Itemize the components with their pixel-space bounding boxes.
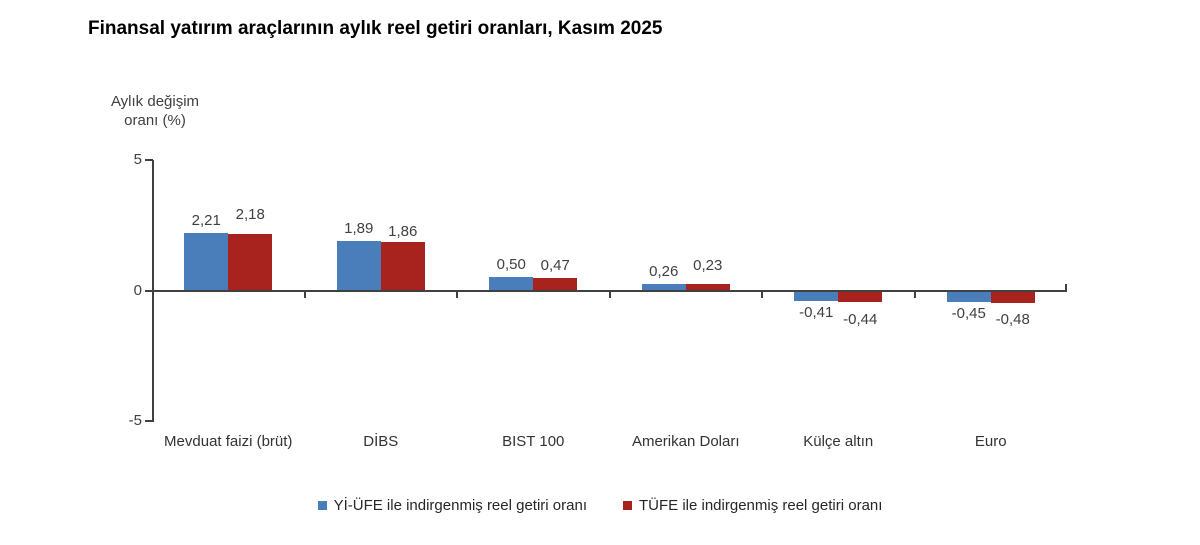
bar [990,290,1035,304]
chart-title: Finansal yatırım araçlarının aylık reel … [88,18,663,39]
bar-value-label: 1,86 [388,222,418,240]
bar [380,241,425,291]
category-label: Mevduat faizi (brüt) [164,433,293,450]
legend-swatch-icon [623,501,632,510]
category-label: Külçe altın [803,433,874,450]
bar-value-label: 2,21 [191,211,221,229]
bar-value-label: 1,89 [344,220,374,238]
x-axis-tick [914,291,916,298]
category-label: Euro [974,433,1007,450]
bar [641,283,686,291]
bar [794,290,839,302]
bar-value-label: -0,48 [995,311,1030,329]
bar-value-label: 0,23 [693,257,723,275]
x-axis-tick [609,291,611,298]
category-label: Amerikan Doları [631,433,740,450]
y-axis-tick [145,290,153,292]
bar-value-label: -0,41 [799,304,834,322]
bar-value-label: -0,44 [843,310,878,328]
legend-item: Yİ-ÜFE ile indirgenmiş reel getiri oranı [317,497,587,514]
y-axis-tick [145,159,153,161]
x-axis-end-tick [1065,284,1067,291]
x-axis-tick [304,291,306,298]
bar [228,233,273,291]
bar-value-label: 0,47 [540,257,570,275]
category-label: BIST 100 [502,433,565,450]
y-tick-label: 0 [133,282,142,299]
bar-value-label: 2,18 [235,205,265,223]
x-axis-tick [761,291,763,298]
bar [946,290,991,303]
bar [184,232,229,291]
legend-label: Yİ-ÜFE ile indirgenmiş reel getiri oranı [333,497,587,514]
bar [533,278,578,291]
legend-label: TÜFE ile indirgenmiş reel getiri oranı [639,497,883,514]
bar [838,290,883,302]
bar-value-label: 0,50 [496,256,526,274]
legend-swatch-icon [317,501,327,510]
bar-value-label: -0,45 [951,305,986,323]
y-axis-tick [145,420,153,422]
y-tick-label: 5 [133,151,142,168]
y-tick-label: -5 [128,412,142,429]
y-axis-label: Aylık değişim oranı (%) [110,93,200,129]
legend-item: TÜFE ile indirgenmiş reel getiri oranı [623,497,882,514]
x-axis-tick [456,291,458,298]
bar-value-label: 0,26 [649,262,679,280]
legend: Yİ-ÜFE ile indirgenmiş reel getiri oranı… [45,497,1155,514]
category-label: DİBS [363,433,399,450]
bar [685,284,730,291]
bar [336,241,381,291]
bar [489,277,534,291]
